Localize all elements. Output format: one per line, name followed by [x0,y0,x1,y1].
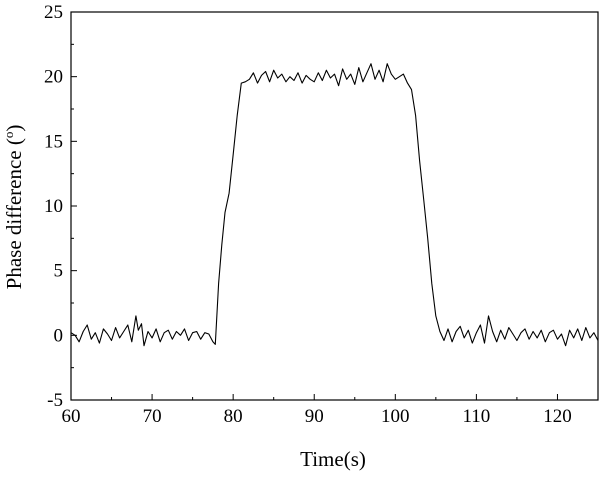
x-tick-label: 100 [381,406,410,427]
y-tick-label: 10 [44,196,63,217]
y-tick-label: 5 [54,261,64,282]
y-tick-label: 15 [44,131,63,152]
plot-border [70,11,599,401]
series-layer [70,63,599,347]
y-tick-label: -5 [47,390,63,411]
y-axis-title: Phase difference (o) [1,125,26,290]
y-axis-title-main: Phase difference ( [2,138,26,289]
y-tick-label: 25 [44,2,63,23]
y-tick-label: 20 [44,67,63,88]
x-tick-label: 90 [305,406,324,427]
y-axis-title-unit: o [1,132,16,139]
x-tick-label: 70 [143,406,162,427]
x-tick-label: 80 [224,406,243,427]
x-tick-label: 60 [62,406,81,427]
ticks-layer: 60 70 80 90 100 110 120 -5 0 5 10 15 20 25 [44,2,572,427]
x-tick-label: 120 [543,406,572,427]
x-axis-title: Time(s) [300,447,366,471]
series-line [70,63,599,347]
plot-frame [70,11,599,401]
y-axis-title-close: ) [2,125,26,132]
x-tick-label: 110 [462,406,490,427]
y-tick-label: 0 [54,325,64,346]
